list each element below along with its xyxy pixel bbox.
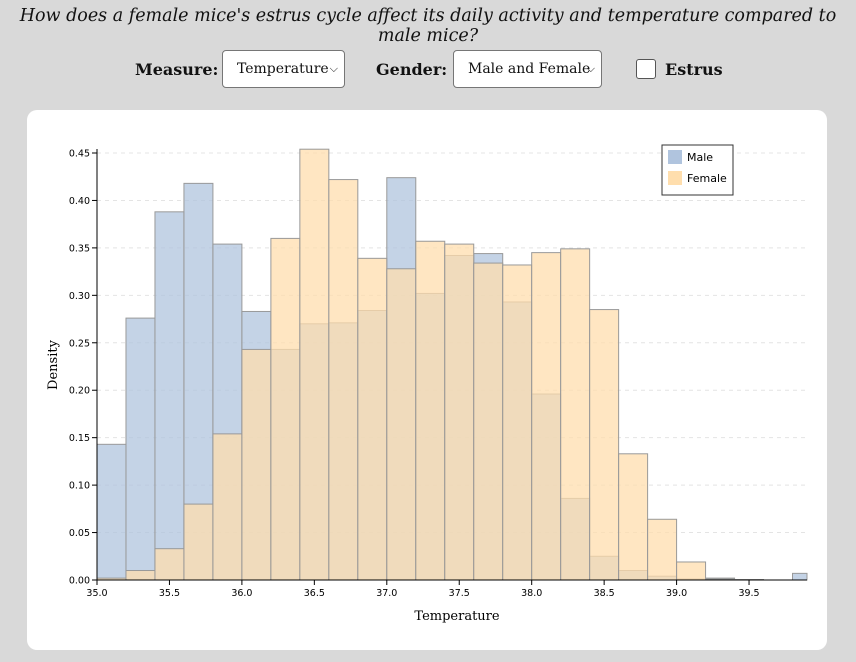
bar-female	[212, 433, 243, 581]
measure-label: Measure:	[135, 60, 219, 79]
y-tick-label: 0.35	[69, 243, 90, 254]
bar-female	[618, 453, 649, 581]
axes: 0.00 0.05 0.10 0.15 0.20 0.25 0.30 0.35 0.40 0.45…	[69, 149, 807, 599]
page-title: How does a female mice's estrus cycle af…	[19, 6, 837, 46]
bar-female	[444, 243, 475, 581]
legend: Male Female	[661, 144, 734, 196]
bar-female	[328, 179, 359, 581]
gender-label: Gender:	[376, 60, 448, 79]
y-tick-label: 0.15	[69, 433, 90, 444]
y-tick-label: 0.20	[69, 386, 90, 397]
bar-female	[357, 257, 388, 581]
histogram-bars	[96, 148, 808, 581]
estrus-checkbox[interactable]	[636, 59, 656, 79]
measure-select-value: Temperature	[237, 61, 329, 77]
legend-swatch-male	[668, 150, 682, 164]
bar-female	[589, 309, 620, 581]
legend-swatch-female	[668, 171, 682, 185]
bar-female	[299, 148, 330, 581]
measure-select[interactable]: Temperature ⌵	[222, 50, 345, 88]
chevron-down-icon: ⌵	[586, 62, 595, 75]
bar-female	[183, 503, 214, 581]
y-axis-label: Density	[46, 339, 61, 390]
bar-female	[125, 570, 156, 581]
x-tick-label: 37.0	[376, 588, 397, 599]
bar-male	[792, 572, 808, 581]
y-tick-label: 0.25	[69, 338, 90, 349]
bar-female	[473, 262, 504, 581]
y-tick-label: 0.05	[69, 528, 90, 539]
bar-female	[241, 348, 272, 581]
chevron-down-icon: ⌵	[329, 62, 338, 75]
y-tick-label: 0.45	[69, 149, 90, 160]
x-tick-label: 38.0	[521, 588, 542, 599]
x-tick-label: 36.5	[304, 588, 325, 599]
bar-female	[415, 240, 446, 581]
bar-female	[502, 264, 533, 581]
bar-female	[647, 518, 678, 581]
bar-female	[154, 548, 185, 581]
y-tick-label: 0.00	[69, 576, 90, 587]
gender-select[interactable]: Male and Female ⌵	[453, 50, 602, 88]
bar-male	[96, 443, 127, 581]
bar-male	[125, 317, 156, 581]
estrus-label: Estrus	[665, 60, 723, 79]
x-tick-label: 38.5	[594, 588, 615, 599]
bar-female	[560, 248, 591, 581]
legend-label-male: Male	[687, 151, 713, 164]
x-axis-label: Temperature	[414, 609, 499, 624]
legend-label-female: Female	[687, 172, 727, 185]
histogram-chart: 0.00 0.05 0.10 0.15 0.20 0.25 0.30 0.35 0.40 0.45…	[46, 144, 808, 624]
x-tick-label: 36.0	[231, 588, 252, 599]
x-tick-label: 37.5	[449, 588, 470, 599]
bar-female	[270, 237, 301, 581]
controls-bar: Measure: Temperature ⌵ Gender: Male and …	[0, 50, 856, 90]
gender-select-value: Male and Female	[468, 61, 591, 77]
x-tick-label: 39.5	[738, 588, 759, 599]
bar-female	[676, 561, 707, 581]
x-tick-label: 39.0	[666, 588, 687, 599]
bar-male	[154, 211, 185, 581]
chart-card: 0.00 0.05 0.10 0.15 0.20 0.25 0.30 0.35 0.40 0.45…	[27, 110, 827, 650]
y-tick-label: 0.10	[69, 481, 90, 492]
y-tick-label: 0.40	[69, 196, 90, 207]
y-tick-label: 0.30	[69, 291, 90, 302]
x-tick-label: 35.0	[86, 588, 107, 599]
x-tick-label: 35.5	[159, 588, 180, 599]
bar-female	[531, 252, 562, 581]
bar-female	[386, 268, 417, 581]
